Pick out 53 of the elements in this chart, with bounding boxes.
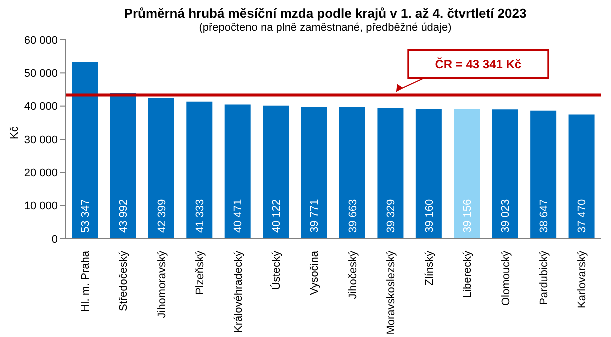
x-tick-label: Středočeský xyxy=(118,250,130,312)
y-tick-label: 30 000 xyxy=(24,134,58,146)
bar xyxy=(110,93,136,239)
x-tick-label: Pardubický xyxy=(538,250,551,306)
bar xyxy=(301,107,328,239)
data-label: 53 347 xyxy=(80,199,92,233)
bar xyxy=(72,62,98,239)
bar xyxy=(186,102,213,239)
y-tick-label: 10 000 xyxy=(24,200,58,213)
x-tick-label: Zlínský xyxy=(424,250,436,286)
bar xyxy=(340,107,366,239)
y-axis-title: Kč xyxy=(8,126,21,140)
bar xyxy=(568,114,595,239)
data-label: 39 771 xyxy=(309,199,322,233)
bar xyxy=(148,98,174,239)
data-label: 40 471 xyxy=(232,199,245,233)
x-tick-label: Karlovarský xyxy=(576,250,589,308)
chart-subtitle: (přepočteno na plně zaměstnané, předběžné údaje) xyxy=(198,22,453,34)
y-tick-label: 0 xyxy=(52,234,58,246)
data-label: 39 160 xyxy=(424,199,436,233)
data-label: 43 992 xyxy=(118,199,130,233)
x-tick-label: Královéhradecký xyxy=(232,250,245,333)
data-label: 39 329 xyxy=(386,199,398,233)
data-label: 40 122 xyxy=(270,199,283,233)
x-tick-label: Olomoucký xyxy=(500,250,512,306)
x-tick-label: Liberecký xyxy=(462,250,474,298)
y-tick-label: 20 000 xyxy=(24,168,58,180)
x-tick-label: Ústecký xyxy=(270,250,284,290)
data-label: 39 156 xyxy=(462,199,474,233)
bar xyxy=(454,109,480,239)
data-label: 39 663 xyxy=(347,199,360,233)
x-tick-label: Jihočeský xyxy=(347,250,360,300)
data-label: 39 023 xyxy=(500,199,512,233)
data-label: 38 647 xyxy=(538,199,550,233)
bar xyxy=(263,106,290,239)
x-tick-label: Hl. m. Praha xyxy=(80,250,92,312)
x-tick-label: Plzeňský xyxy=(194,250,207,296)
x-tick-label: Jihomoravský xyxy=(156,250,168,318)
ref-line-label: ČR = 43 341 Kč xyxy=(435,57,522,72)
y-tick-label: 40 000 xyxy=(24,101,58,114)
y-tick-label: 50 000 xyxy=(24,68,58,80)
data-label: 42 399 xyxy=(156,199,168,233)
data-label: 41 333 xyxy=(194,199,206,233)
bar xyxy=(378,108,404,239)
x-tick-label: Moravskoslezský xyxy=(386,250,398,335)
bar xyxy=(530,110,557,239)
x-tick-label: Vysočina xyxy=(309,250,322,296)
bar xyxy=(492,110,518,239)
y-tick-label: 60 000 xyxy=(24,34,58,47)
bar xyxy=(224,104,251,239)
chart-title: Průměrná hrubá měsíční mzda podle krajů v 1. až 4. čtvrtletí 2023 xyxy=(123,6,528,21)
data-label: 37 470 xyxy=(576,199,589,233)
bar xyxy=(416,109,442,239)
